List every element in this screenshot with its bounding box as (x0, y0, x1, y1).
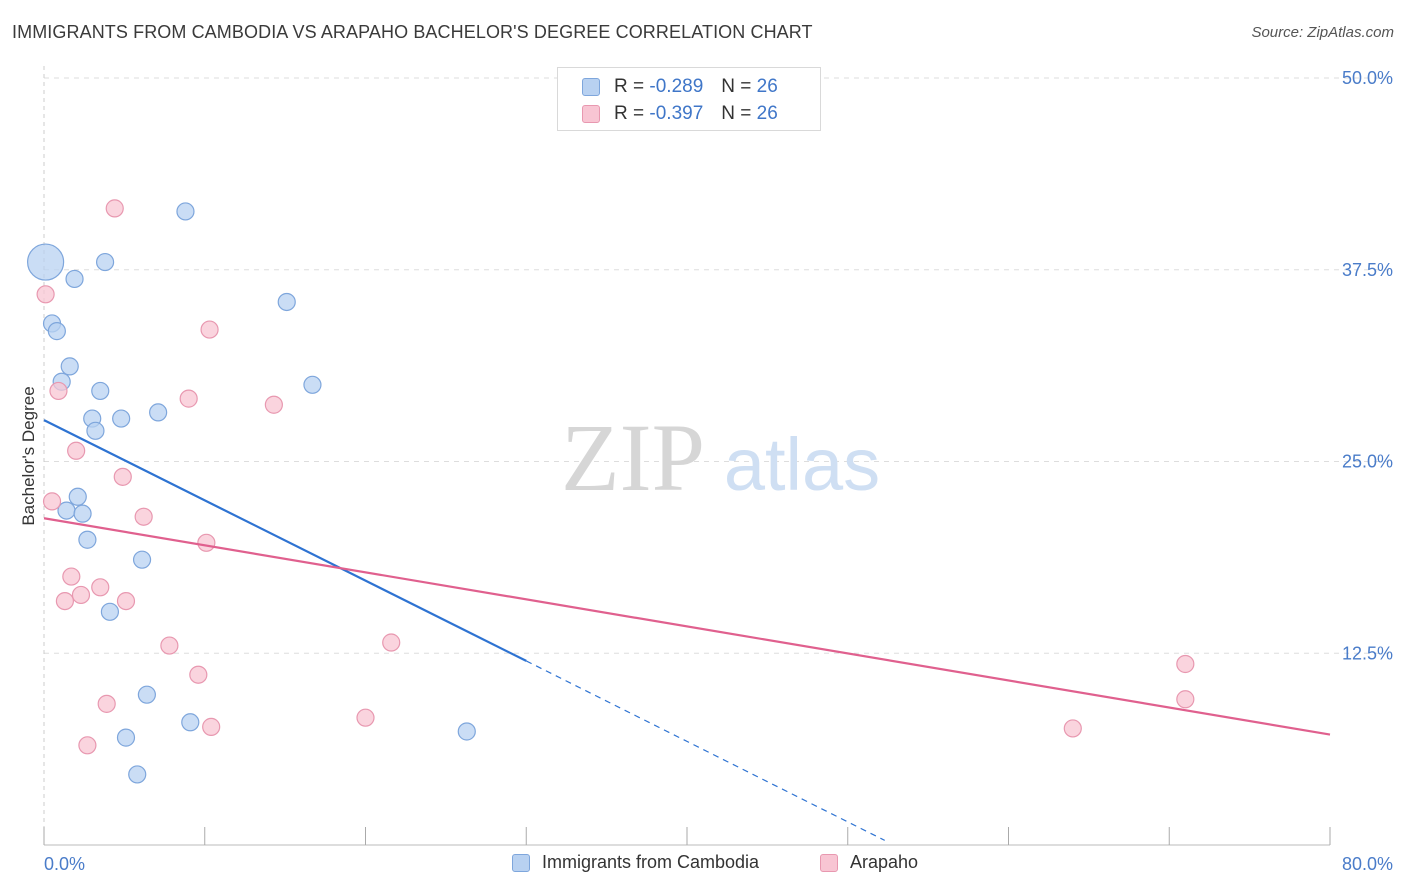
trend-lines (43, 419, 1331, 841)
bottom-legend-swatch-blue (512, 853, 530, 872)
cambodia-point (47, 322, 66, 341)
arapaho-point (264, 395, 283, 414)
bottom-legend-swatch-pink (820, 853, 838, 872)
arapaho-point (78, 736, 97, 755)
legend-n-value: 26 (756, 103, 778, 124)
cambodia-point (176, 202, 195, 221)
arapaho-point (91, 578, 110, 597)
arapaho-point (189, 665, 208, 684)
arapaho-point (1063, 719, 1082, 738)
arapaho-point (113, 467, 132, 486)
cambodia-point (100, 602, 120, 621)
bottom-legend: Immigrants from Cambodia Arapaho (0, 852, 1406, 878)
y-tick-label: 50.0% (1342, 68, 1393, 88)
cambodia-point (128, 765, 147, 784)
watermark-zip: ZIP (561, 404, 705, 511)
cambodia-point (112, 409, 131, 428)
legend-n-value: 26 (756, 76, 778, 97)
cambodia-point (457, 722, 476, 741)
arapaho-point (71, 585, 91, 605)
cambodia-trend-extension (525, 660, 885, 841)
legend-n-label: N = (721, 103, 752, 124)
legend-r-label: R = (614, 76, 645, 97)
cambodia-point (73, 504, 92, 523)
cambodia-point (57, 501, 76, 520)
arapaho-point (202, 717, 221, 736)
arapaho-point (62, 567, 81, 586)
x-tick-label: 0.0% (44, 854, 85, 874)
tick-labels: 12.5% 25.0% 37.5% 50.0% 0.0% 80.0% (44, 68, 1393, 874)
legend-swatch-blue (582, 78, 600, 96)
cambodia-point (95, 252, 115, 272)
cambodia-point (303, 375, 322, 394)
arapaho-point (36, 285, 55, 304)
x-tick-label: 80.0% (1342, 854, 1393, 874)
arapaho-point (1176, 654, 1195, 674)
legend-n-label: N = (721, 76, 752, 97)
arapaho-trend-line (43, 517, 1331, 736)
arapaho-point (49, 381, 68, 401)
cambodia-point (277, 292, 296, 312)
cambodia-point (116, 728, 136, 747)
y-axis-label: Bachelor's Degree (19, 386, 38, 525)
arapaho-point (179, 389, 198, 408)
arapaho-point (1176, 690, 1195, 709)
cambodia-point (27, 243, 65, 281)
legend: R = -0.289 N = 26 R = -0.397 N = 26 (557, 67, 821, 131)
cambodia-point (65, 269, 84, 289)
arapaho-point (134, 507, 153, 526)
cambodia-point (86, 421, 105, 440)
arapaho-point (42, 492, 62, 511)
cambodia-point (137, 685, 156, 704)
y-tick-label: 12.5% (1342, 643, 1393, 663)
legend-row-arapaho: R = -0.397 N = 26 (582, 101, 778, 127)
legend-r-label: R = (614, 103, 645, 124)
arapaho-point (197, 533, 216, 552)
legend-r-value: -0.289 (649, 76, 704, 97)
cambodia-point (78, 530, 97, 549)
axes (43, 66, 1331, 846)
arapaho-point (160, 636, 179, 655)
cambodia-point (149, 403, 168, 422)
legend-r-value: -0.397 (649, 103, 704, 124)
legend-row-cambodia: R = -0.289 N = 26 (582, 74, 778, 100)
cambodia-point (91, 381, 110, 401)
cambodia-point (132, 550, 152, 569)
cambodia-trend-line (43, 419, 527, 662)
data-points (27, 199, 1195, 784)
arapaho-point (356, 708, 375, 727)
bottom-legend-label: Arapaho (850, 852, 919, 872)
bottom-legend-label: Immigrants from Cambodia (542, 852, 760, 872)
arapaho-point (105, 199, 124, 218)
y-tick-label: 37.5% (1342, 260, 1393, 280)
bottom-legend-arapaho: Arapaho (820, 852, 918, 873)
arapaho-point (97, 694, 116, 713)
chart-title: IMMIGRANTS FROM CAMBODIA VS ARAPAHO BACH… (12, 22, 813, 42)
gridlines (44, 77, 1392, 654)
arapaho-point (55, 591, 74, 611)
watermark-atlas: atlas (724, 423, 880, 506)
arapaho-point (67, 441, 86, 460)
y-tick-label: 25.0% (1342, 452, 1393, 472)
bottom-legend-cambodia: Immigrants from Cambodia (512, 852, 759, 873)
source-label: Source: ZipAtlas.com (1251, 24, 1394, 41)
arapaho-point (116, 591, 136, 611)
cambodia-point (68, 487, 87, 506)
cambodia-point (60, 357, 79, 376)
arapaho-point (382, 633, 401, 652)
watermark: ZIP atlas (561, 404, 880, 511)
arapaho-point (200, 320, 219, 339)
cambodia-point (181, 713, 200, 732)
legend-swatch-pink (582, 105, 600, 123)
